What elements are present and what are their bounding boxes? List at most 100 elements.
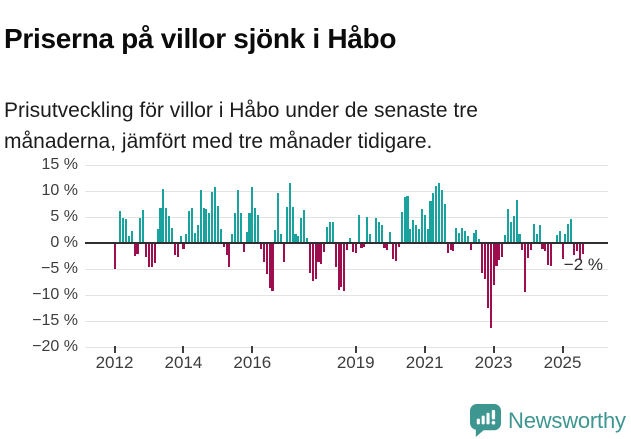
bar-negative xyxy=(317,244,320,263)
bar-negative xyxy=(501,244,504,257)
bar-positive xyxy=(142,209,145,242)
bar-positive xyxy=(219,229,222,242)
bar-positive xyxy=(211,191,214,242)
bar-positive xyxy=(564,234,567,242)
bar-positive xyxy=(119,211,122,242)
bar-negative xyxy=(259,244,263,250)
bar-positive xyxy=(202,208,205,242)
bar-positive xyxy=(277,193,280,242)
bar-positive xyxy=(122,217,125,242)
bar-positive xyxy=(294,234,297,242)
bar-negative xyxy=(228,244,231,267)
bar-positive xyxy=(509,221,512,242)
bar-negative xyxy=(242,244,245,252)
x-tick-label: 2021 xyxy=(405,353,444,372)
bar-negative xyxy=(397,244,400,248)
bar-negative xyxy=(314,244,317,280)
bar-positive xyxy=(159,208,162,242)
bar-negative xyxy=(334,244,337,268)
bar-negative xyxy=(495,244,498,267)
bar-positive xyxy=(236,190,240,242)
bar-positive xyxy=(377,221,380,242)
bar-negative xyxy=(262,244,265,263)
y-tick-label: 15 % xyxy=(41,156,78,173)
last-value-annotation: −2 % xyxy=(563,255,603,274)
bar-positive xyxy=(139,217,142,242)
bar-negative xyxy=(541,244,544,250)
brand-name: Newsworthy xyxy=(508,407,626,433)
chart-subtitle: Prisutveckling för villor i Håbo under d… xyxy=(4,99,478,153)
bar-negative xyxy=(498,244,501,260)
bar-positive xyxy=(254,208,257,242)
bar-positive xyxy=(303,210,306,242)
bar-positive xyxy=(440,190,443,242)
gridline xyxy=(85,321,608,322)
bar-positive xyxy=(326,227,329,242)
bar-positive xyxy=(435,185,438,242)
bar-negative xyxy=(486,244,489,308)
bar-positive xyxy=(305,237,309,242)
bar-positive xyxy=(420,208,423,242)
bar-positive xyxy=(297,235,300,242)
bar-positive xyxy=(538,225,541,242)
gridline xyxy=(85,269,608,270)
bar-positive xyxy=(216,205,219,242)
y-tick-label: −20 % xyxy=(32,338,78,355)
bar-positive xyxy=(162,188,165,242)
bar-positive xyxy=(466,235,469,242)
bar-positive xyxy=(124,219,128,242)
bar-positive xyxy=(366,216,369,242)
bar-positive xyxy=(532,223,535,242)
bar-negative xyxy=(265,244,268,275)
x-tick-label: 2023 xyxy=(474,353,513,372)
bar-positive xyxy=(429,201,432,242)
bar-positive xyxy=(567,223,570,242)
bar-positive xyxy=(199,190,202,242)
x-tick-mark xyxy=(354,346,357,353)
bar-positive xyxy=(570,219,573,242)
bar-negative xyxy=(492,244,495,285)
page-title: Priserna på villor sjönk i Håbo xyxy=(4,22,397,54)
y-tick-label: 5 % xyxy=(50,208,78,225)
y-tick-label: 10 % xyxy=(41,182,78,199)
x-tick-label: 2016 xyxy=(233,353,272,372)
bar-positive xyxy=(285,206,288,242)
bar-positive xyxy=(291,206,294,242)
bar-positive xyxy=(504,235,507,242)
bar-negative xyxy=(544,244,547,251)
bar-positive xyxy=(412,220,415,242)
bar-positive xyxy=(188,210,191,242)
bar-negative xyxy=(394,244,398,262)
bar-negative xyxy=(145,244,148,257)
bar-positive xyxy=(389,232,392,242)
gridline xyxy=(85,295,608,296)
bar-positive xyxy=(478,239,481,242)
bar-negative xyxy=(550,244,553,266)
bar-negative xyxy=(360,244,363,249)
bar-positive xyxy=(185,234,188,242)
bar-negative xyxy=(386,244,389,251)
bar-positive xyxy=(426,229,429,242)
bar-positive xyxy=(423,214,426,242)
bar-positive xyxy=(328,221,331,242)
bar-negative xyxy=(282,244,286,262)
bar-negative xyxy=(311,244,314,282)
bar-negative xyxy=(524,244,527,292)
bar-negative xyxy=(521,244,524,251)
bar-positive xyxy=(403,196,406,242)
x-tick-mark xyxy=(561,346,564,353)
x-tick-mark xyxy=(182,346,185,353)
bar-positive xyxy=(168,216,171,242)
x-tick-mark xyxy=(423,346,426,353)
bar-positive xyxy=(417,229,421,242)
bar-positive xyxy=(558,230,561,242)
bar-positive xyxy=(369,234,372,242)
bar-positive xyxy=(231,234,234,242)
bar-positive xyxy=(475,230,478,242)
bar-negative xyxy=(320,244,323,264)
bar-positive xyxy=(458,232,461,242)
bar-positive xyxy=(472,233,475,242)
bar-negative xyxy=(346,244,349,251)
gridline xyxy=(85,347,608,348)
bar-negative xyxy=(308,244,311,274)
